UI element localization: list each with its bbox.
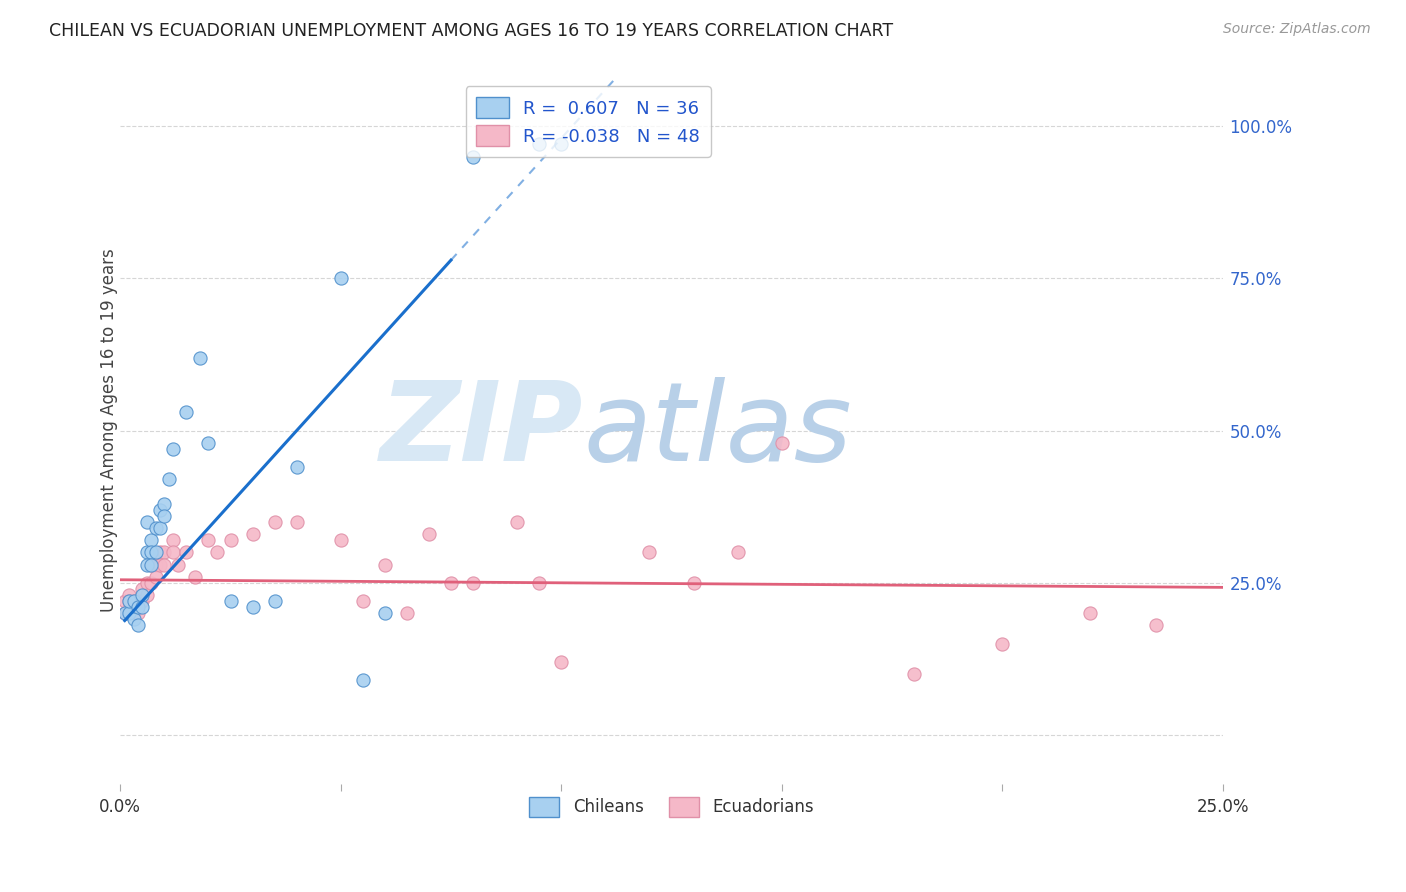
Point (162, 533, 184, 548)
Legend: Chileans, Ecuadorians: Chileans, Ecuadorians (522, 789, 823, 825)
Point (527, 137, 550, 152)
Point (395, 606, 418, 620)
Point (166, 558, 188, 572)
Point (506, 515, 529, 529)
Point (131, 588, 153, 602)
Point (176, 545, 198, 559)
Point (219, 594, 242, 608)
Point (157, 472, 180, 486)
Point (145, 521, 167, 535)
Text: atlas: atlas (583, 377, 852, 484)
Text: Source: ZipAtlas.com: Source: ZipAtlas.com (1223, 22, 1371, 37)
Point (352, 673, 374, 688)
Point (329, 271, 352, 285)
Point (638, 545, 661, 559)
Point (285, 460, 308, 475)
Point (374, 558, 396, 572)
Point (352, 594, 374, 608)
Point (149, 545, 172, 559)
Point (149, 521, 172, 535)
Point (145, 545, 167, 559)
Point (991, 637, 1014, 651)
Point (242, 600, 264, 615)
Point (550, 137, 572, 152)
Point (329, 533, 352, 548)
Point (285, 515, 308, 529)
Y-axis label: Unemployment Among Ages 16 to 19 years: Unemployment Among Ages 16 to 19 years (100, 249, 118, 613)
Point (127, 618, 149, 632)
Text: CHILEAN VS ECUADORIAN UNEMPLOYMENT AMONG AGES 16 TO 19 YEARS CORRELATION CHART: CHILEAN VS ECUADORIAN UNEMPLOYMENT AMONG… (49, 22, 893, 40)
Point (374, 606, 396, 620)
Point (242, 527, 264, 541)
Point (1080, 606, 1102, 620)
Point (141, 533, 163, 548)
Point (118, 594, 141, 608)
Point (461, 150, 484, 164)
Point (176, 405, 198, 419)
Point (682, 575, 704, 590)
Point (440, 575, 463, 590)
Point (135, 515, 157, 529)
Point (114, 606, 136, 620)
Point (149, 502, 172, 516)
Point (153, 545, 176, 559)
Point (263, 515, 285, 529)
Point (127, 600, 149, 615)
Point (131, 594, 153, 608)
Point (135, 575, 157, 590)
Point (141, 545, 163, 559)
Point (162, 545, 184, 559)
Point (114, 594, 136, 608)
Point (145, 570, 167, 584)
Point (118, 594, 141, 608)
Point (118, 606, 141, 620)
Point (118, 588, 141, 602)
Point (153, 497, 176, 511)
Point (461, 575, 484, 590)
Point (122, 606, 145, 620)
Point (153, 508, 176, 523)
Point (727, 545, 749, 559)
Point (135, 545, 157, 559)
Point (127, 606, 149, 620)
Point (145, 558, 167, 572)
Point (184, 570, 207, 584)
Point (122, 594, 145, 608)
Point (188, 351, 211, 365)
Point (207, 545, 229, 559)
Point (197, 435, 219, 450)
Point (903, 667, 925, 681)
Point (122, 594, 145, 608)
Point (1146, 618, 1168, 632)
Point (141, 575, 163, 590)
Point (770, 435, 793, 450)
Point (162, 442, 184, 456)
Point (131, 600, 153, 615)
Point (122, 612, 145, 626)
Point (527, 575, 550, 590)
Point (141, 558, 163, 572)
Point (135, 558, 157, 572)
Point (550, 655, 572, 669)
Point (153, 558, 176, 572)
Point (149, 558, 172, 572)
Point (131, 582, 153, 596)
Point (114, 606, 136, 620)
Point (197, 533, 219, 548)
Point (219, 533, 242, 548)
Text: ZIP: ZIP (380, 377, 583, 484)
Point (135, 588, 157, 602)
Point (263, 594, 285, 608)
Point (418, 527, 440, 541)
Point (141, 558, 163, 572)
